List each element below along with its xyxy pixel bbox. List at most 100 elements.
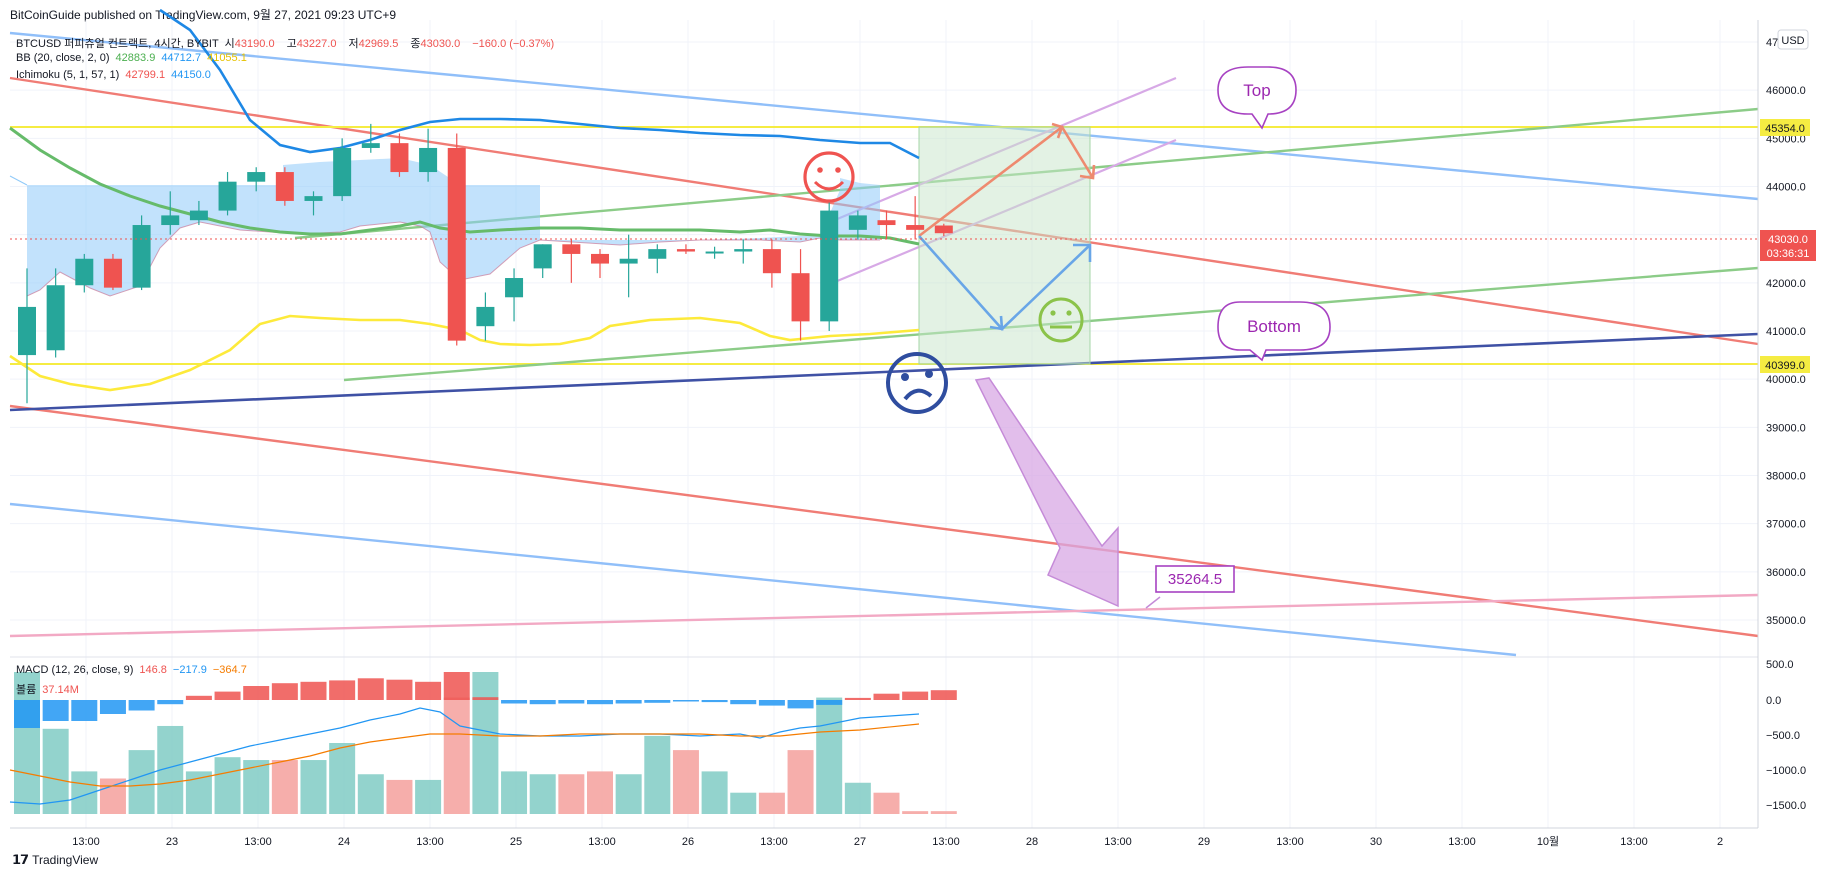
time-tick: 10월	[1537, 835, 1559, 848]
price-tick: 42000.0	[1766, 278, 1806, 290]
volume-bar	[787, 750, 814, 814]
volume-bar	[415, 779, 442, 814]
candle-body	[419, 147, 438, 173]
candle	[161, 191, 180, 235]
price-tick: 44000.0	[1766, 182, 1806, 194]
candle	[361, 123, 380, 153]
candle-body	[476, 306, 495, 327]
candle-body	[648, 249, 667, 259]
bottom-level-tag: 40399.0	[1760, 356, 1810, 373]
down-target-arrow	[974, 377, 1119, 608]
time-tick: 2	[1717, 836, 1723, 848]
candle-body	[18, 306, 36, 356]
time-tick: 26	[682, 836, 694, 848]
time-tick: 13:00	[72, 836, 100, 848]
candle	[762, 239, 781, 288]
macd-bar	[615, 700, 642, 704]
volume-bar	[873, 792, 900, 814]
volume-bar	[902, 811, 929, 814]
volume-bar	[386, 779, 413, 814]
macd-bar	[415, 681, 442, 700]
macd-bar	[443, 672, 470, 700]
target-price-label: 35264.5	[1168, 571, 1222, 588]
volume-bar	[357, 774, 384, 814]
candle-body	[619, 258, 638, 264]
candle-body	[705, 251, 724, 254]
macd-bar	[300, 681, 327, 700]
volume-bar	[529, 774, 556, 814]
candle-body	[934, 225, 953, 234]
macd-tick: 500.0	[1766, 659, 1794, 671]
macd-bar	[730, 700, 757, 705]
volume-bar	[930, 811, 957, 814]
macd-bar	[930, 690, 957, 700]
candle	[189, 200, 208, 226]
price-tick: 41000.0	[1766, 326, 1806, 338]
neutral-face-icon	[1038, 297, 1084, 343]
ichimoku-legend[interactable]: Ichimoku (5, 1, 57, 1) 42799.1 44150.0	[16, 69, 211, 81]
tradingview-footer[interactable]: 𝟭𝟳 TradingView	[12, 852, 98, 868]
svg-text:45354.0: 45354.0	[1765, 123, 1805, 135]
price-tick: 39000.0	[1766, 422, 1806, 434]
macd-bar	[329, 680, 356, 700]
svg-text:43030.0: 43030.0	[1768, 234, 1808, 246]
navy-support-line	[9, 332, 1759, 412]
candle-body	[361, 143, 380, 148]
sad-face-icon	[886, 352, 948, 414]
bb-upper	[159, 8, 920, 160]
candle	[419, 128, 438, 182]
macd-bar	[587, 700, 613, 705]
candle	[848, 210, 867, 240]
candle-body	[103, 258, 122, 288]
volume-bar	[300, 760, 327, 814]
macd-histogram	[14, 672, 957, 728]
macd-bar	[42, 700, 69, 721]
macd-bar	[844, 697, 871, 700]
candle-body	[247, 172, 266, 182]
candle	[476, 292, 495, 341]
time-tick: 28	[1026, 836, 1038, 848]
candle-body	[820, 210, 839, 322]
candle	[619, 234, 638, 298]
macd-legend[interactable]: MACD (12, 26, close, 9) 146.8 −217.9 −364.7	[16, 664, 247, 676]
drawings-layer	[9, 31, 1759, 657]
candle	[791, 249, 810, 341]
candle-body	[791, 273, 810, 322]
red-trendline-upper	[9, 76, 1759, 346]
time-tick: 13:00	[416, 836, 444, 848]
price-tick: 45000.0	[1766, 133, 1806, 145]
volume-bars	[14, 672, 957, 814]
time-tick: 23	[166, 836, 178, 848]
macd-bar	[386, 679, 413, 700]
macd-bar	[271, 683, 298, 700]
candle	[533, 244, 552, 279]
macd-bar	[501, 700, 528, 704]
svg-text:03:36:31: 03:36:31	[1767, 248, 1810, 260]
volume-bar	[644, 735, 671, 814]
volume-bar	[128, 750, 155, 814]
candle	[676, 244, 695, 254]
candle-body	[218, 181, 237, 211]
symbol-legend[interactable]: BTCUSD 퍼피츄얼 컨트랙트, 4시간, BYBIT 시43190.0 고432…	[16, 38, 555, 50]
candle	[390, 133, 409, 177]
candle-body	[46, 285, 65, 351]
lower-channel-line	[9, 502, 1517, 657]
bb-legend[interactable]: BB (20, close, 2, 0) 42883.9 44712.7 41055.…	[16, 52, 247, 64]
candle	[103, 253, 122, 291]
macd-bar	[214, 691, 241, 700]
volume-legend[interactable]: 볼륨 37.14M	[16, 684, 79, 696]
macd-bar	[14, 700, 40, 728]
bb-lower	[9, 314, 920, 392]
time-tick: 13:00	[1448, 836, 1476, 848]
time-tick: 24	[338, 836, 350, 848]
time-tick: 13:00	[1620, 836, 1648, 848]
top-callout-label: Top	[1243, 81, 1270, 100]
candle	[247, 167, 266, 192]
volume-bar	[672, 750, 699, 814]
price-tick: 40000.0	[1766, 374, 1806, 386]
candle	[648, 244, 667, 274]
candle-body	[877, 220, 896, 226]
candle-body	[591, 253, 609, 264]
